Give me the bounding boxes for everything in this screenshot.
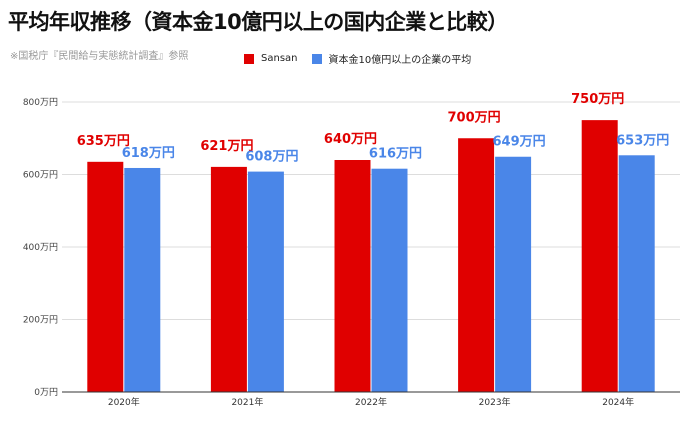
x-tick-label: 2023年 [479, 396, 511, 408]
x-tick-label: 2020年 [108, 396, 140, 408]
x-tick-label: 2022年 [355, 396, 387, 408]
bar [458, 138, 495, 392]
bar [334, 160, 371, 392]
legend-item-average: 資本金10億円以上の企業の平均 [311, 51, 472, 66]
bar [371, 168, 408, 392]
data-label: 649万円 [493, 135, 546, 150]
y-tick-label: 800万円 [23, 97, 58, 108]
data-label: 653万円 [616, 133, 669, 148]
source-note: ※国税庁『民間給与実態統計調査』参照 [10, 51, 189, 62]
legend-swatch-sansan [244, 53, 254, 64]
bar [618, 155, 655, 392]
legend-label-average: 資本金10億円以上の企業の平均 [328, 55, 472, 66]
legend-item-sansan: Sansan [244, 53, 298, 64]
data-label: 750万円 [571, 92, 624, 107]
y-tick-label: 400万円 [23, 242, 58, 253]
data-label: 635万円 [77, 134, 130, 149]
data-label: 640万円 [324, 132, 377, 147]
bar [247, 171, 284, 392]
x-tick-label: 2024年 [602, 396, 634, 408]
legend-label-sansan: Sansan [261, 53, 298, 64]
y-tick-label: 200万円 [23, 315, 58, 326]
data-label: 621万円 [200, 139, 253, 154]
data-label: 700万円 [448, 110, 501, 125]
chart-title: 平均年収推移（資本金10億円以上の国内企業と比較） [8, 10, 508, 34]
bar [87, 161, 124, 392]
y-tick-label: 0万円 [34, 387, 58, 398]
bar [581, 120, 618, 392]
bar [124, 167, 161, 392]
bar [495, 156, 532, 392]
legend: Sansan 資本金10億円以上の企業の平均 [244, 51, 485, 66]
y-tick-label: 600万円 [23, 170, 58, 181]
x-tick-label: 2021年 [231, 396, 263, 408]
legend-swatch-average [311, 53, 322, 64]
data-label: 616万円 [369, 147, 422, 162]
data-label: 618万円 [122, 146, 175, 161]
bar [210, 166, 247, 392]
data-label: 608万円 [245, 150, 298, 165]
